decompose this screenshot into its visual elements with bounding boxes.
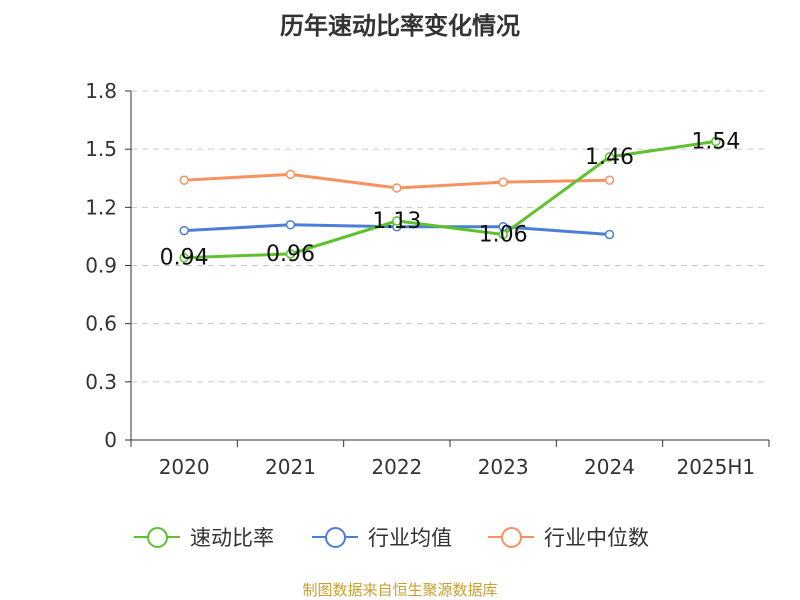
data-label: 1.06: [479, 222, 528, 247]
series-line: [184, 139, 717, 260]
x-tick-label: 2023: [478, 455, 529, 479]
y-tick-label: 1.8: [85, 79, 117, 103]
x-tick-label: 2022: [371, 455, 422, 479]
x-tick-label: 2025H1: [676, 455, 755, 479]
data-point: [179, 225, 189, 236]
legend-item-industry-median[interactable]: 行业中位数: [488, 520, 649, 554]
legend-item-quick-ratio[interactable]: 速动比率: [134, 520, 274, 554]
data-label: 1.46: [585, 145, 634, 170]
data-point: [604, 152, 615, 162]
data-label: 0.96: [266, 242, 315, 267]
data-source-note: 制图数据来自恒生聚源数据库: [302, 581, 498, 599]
legend-swatch-industry-median: [488, 525, 534, 549]
legend-swatch-quick-ratio: [134, 525, 180, 549]
legend-item-industry-mean[interactable]: 行业均值: [312, 520, 452, 554]
y-tick-label: 1.5: [85, 137, 117, 161]
chart-title: 历年速动比率变化情况: [280, 12, 520, 40]
legend-label-industry-mean: 行业均值: [368, 526, 452, 550]
data-point: [498, 177, 508, 187]
data-point: [179, 175, 189, 185]
data-point: [604, 229, 615, 240]
y-tick-label: 0.9: [85, 254, 117, 278]
data-point: [498, 229, 508, 240]
x-tick-label: 2020: [159, 455, 210, 479]
data-point: [179, 252, 189, 263]
legend-swatch-industry-mean: [312, 525, 358, 549]
data-label: 1.54: [691, 129, 740, 154]
legend: 速动比率 行业均值 行业中位数: [0, 520, 800, 554]
y-tick-label: 0: [104, 428, 117, 452]
legend-label-industry-median: 行业中位数: [544, 526, 649, 550]
legend-label-quick-ratio: 速动比率: [190, 526, 274, 550]
data-label: 1.13: [372, 209, 421, 234]
data-point: [392, 216, 402, 226]
data-point: [604, 175, 615, 185]
data-point: [285, 249, 296, 259]
data-label: 0.94: [160, 246, 209, 271]
data-point: [285, 220, 296, 230]
data-point: [392, 183, 402, 193]
data-point: [285, 169, 296, 180]
y-tick-label: 0.6: [85, 312, 117, 336]
x-tick-label: 2021: [265, 455, 316, 479]
y-tick-label: 1.2: [85, 195, 117, 219]
y-tick-label: 0.3: [85, 370, 117, 394]
x-tick-label: 2024: [584, 455, 635, 479]
data-point: [711, 136, 721, 147]
